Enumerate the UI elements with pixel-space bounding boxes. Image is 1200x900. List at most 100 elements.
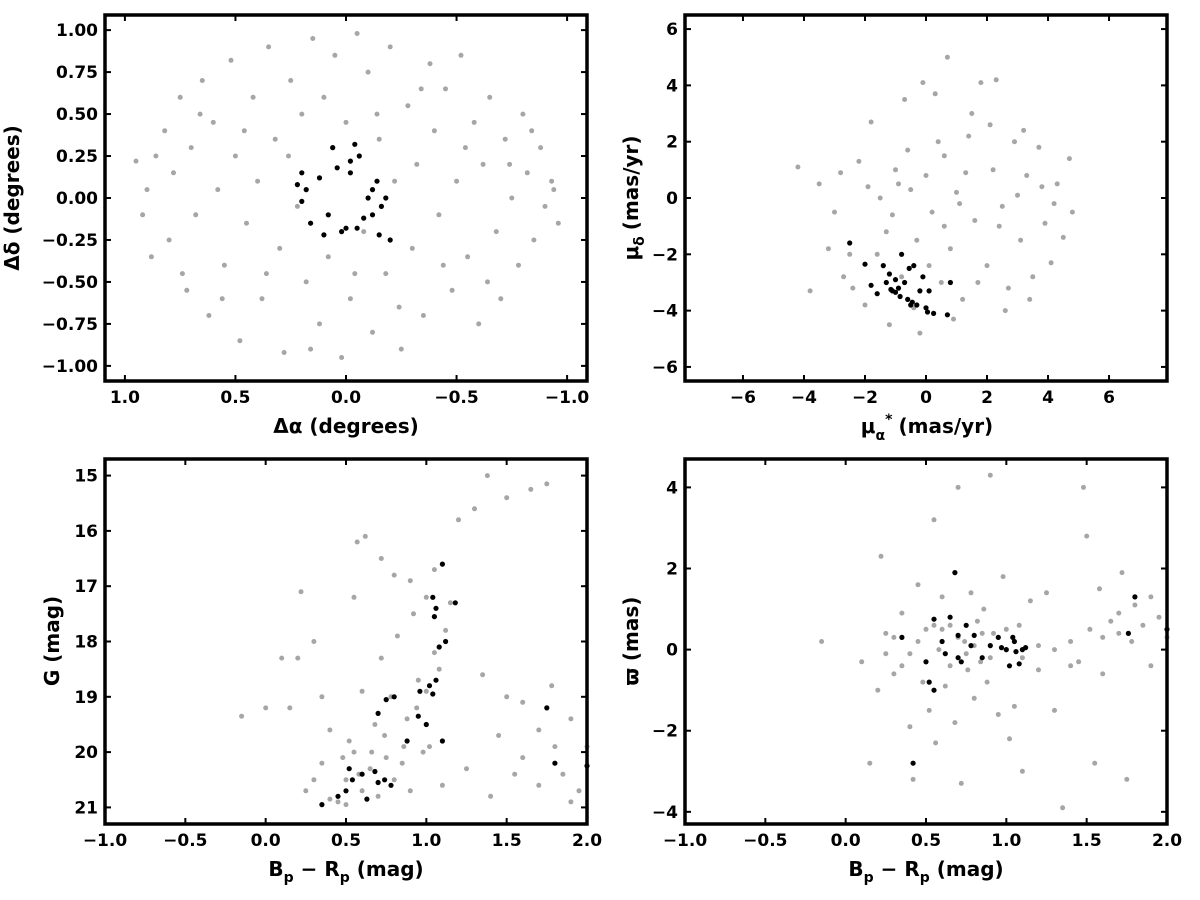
proper_motion-field-point [1015,192,1020,198]
cmd_g-field-point [391,572,397,578]
proper_motion-field-point [987,122,993,128]
cmd_g-members-point [364,796,370,802]
proper_motion-members-point [926,288,932,294]
cmd_parallax-field-point [947,663,953,669]
sky-field-point [325,254,331,260]
cmd_parallax-field-point [875,687,881,693]
cmd_parallax-y-tick-label: −2 [652,722,678,742]
cmd_parallax-field-point [1019,655,1025,661]
cmd_g-field-point [423,594,429,600]
cmd_parallax-members-point [998,645,1005,651]
cmd_g-field-point [340,755,346,761]
proper_motion-field-point [914,237,920,243]
proper_motion-field-point [957,201,963,207]
cmd_parallax-field-point [915,639,921,644]
sky-field-point [188,145,194,151]
cmd_g-field-point [362,533,368,539]
sky-x-tick-label: 0.0 [331,388,361,408]
cmd_parallax-field-point [891,671,897,677]
proper_motion-field-point [935,139,941,145]
sky-field-point [409,245,415,251]
sky-field-point [199,78,205,83]
proper_motion-x-tick-label: 4 [1042,388,1054,408]
sky-field-point [303,279,309,285]
proper_motion-field-point [944,54,950,60]
proper_motion-field-point [969,111,975,116]
proper_motion-x-tick-label: −4 [791,388,817,408]
sky-members-point [369,212,376,218]
cmd_g-field-point [415,677,421,683]
cmd_g-y-tick-label: 19 [74,688,98,708]
cmdg-y-axis-label: G (mag) [40,596,64,686]
sky-members-point [316,175,323,181]
proper_motion-field-point [893,167,898,173]
cmd_g-field-point [407,788,413,794]
cmd_g-field-point [383,755,389,761]
sky-field-point [370,329,375,335]
proper_motion-field-point [929,209,935,215]
proper_motion-field-point [941,223,947,229]
cmd_parallax-x-tick-label: 0.0 [831,831,861,851]
cmd_g-field-point [431,650,437,656]
cmd_parallax-field-point [1148,663,1154,669]
sky-members-point [343,225,349,231]
sky-field-point [480,161,486,167]
proper_motion-plot-frame [683,13,1169,383]
cmd_g-field-point [420,749,426,755]
sky-field-point [487,94,493,100]
cmd_g-field-point [407,578,413,584]
pm-x-label-sub: α [876,428,886,444]
cmd_g-field-point [411,611,416,617]
sky-field-point [555,220,561,226]
sky-field-point [538,145,544,151]
cmd_g-y-tick-label: 18 [74,633,98,653]
cmd_g-field-point [549,683,555,689]
cmd_parallax-field-point [987,472,993,478]
cmd_parallax-field-point [1092,760,1098,766]
sky-y-tick-label: 1.00 [56,21,98,41]
proper_motion-field-point [1005,285,1011,291]
cmd_parallax-field-point [1084,533,1090,539]
sky-field-point [144,187,150,193]
proper_motion-field-point [862,302,868,308]
sky-field-point [365,69,371,75]
sky-field-point [299,111,305,117]
cmd_parallax-field-point [923,626,929,632]
cmd_g-field-point [279,655,285,661]
proper_motion-y-tick-label: 2 [666,133,678,153]
cmd_g-members-point [319,802,325,808]
cmd_parallax-field-point [1116,610,1122,616]
cmd_parallax-field-point [1052,647,1057,653]
proper_motion-members-point [947,279,954,286]
proper_motion-x-tick-label: −2 [852,388,878,408]
cmd_parallax-y-tick-label: 0 [666,641,678,661]
cmd_g-members-point [382,777,388,783]
cmd_parallax-field-point [1116,630,1122,636]
cmd_g-members-point [436,644,442,650]
cmd_g-field-point [447,600,453,606]
sky-field-point [443,86,448,92]
cmd_parallax-field-point [899,663,905,669]
cmd_parallax-field-point [899,610,905,616]
cmd_parallax-members-point [910,760,916,766]
sky-field-point [498,296,504,302]
cmd_g-field-point [367,766,373,772]
plx-x-label-r: R [904,857,919,881]
cmd_parallax-field-point [859,659,865,665]
proper_motion-y-tick-label: 4 [666,76,678,96]
panel-sky-position: Δα (degrees) Δδ (degrees) 1.0 0.5 0.0 −0.5 −… [0,13,589,438]
cmd_g-x-tick-label: 1.5 [492,831,522,851]
cmd_parallax-field-point [991,630,996,636]
cmd_parallax-field-point [907,724,913,730]
cmd_g-field-point [404,716,410,722]
sky-y-tick-label: 0.75 [56,63,98,83]
plx-x-label-rsub: p [920,870,930,886]
sky-members-point [356,153,362,159]
proper_motion-members-point [874,291,880,297]
cmd_parallax-members-point [971,632,977,639]
cmd_parallax-members-point [939,638,945,645]
cmd_parallax-members-point [1011,638,1018,645]
proper_motion-field-point [938,280,944,285]
sky-members-point [303,187,309,193]
cmd_parallax-field-point [968,590,974,596]
